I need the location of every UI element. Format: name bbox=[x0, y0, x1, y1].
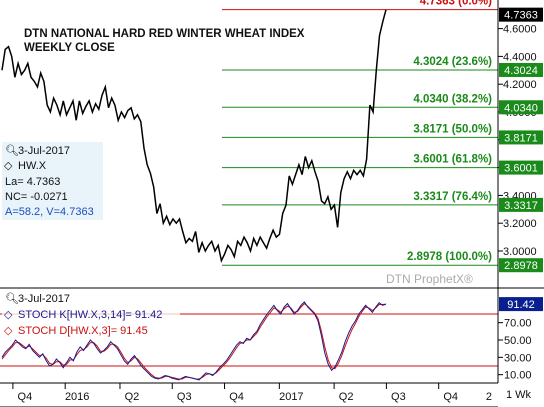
fib-tag-label: 4.0340 bbox=[504, 102, 538, 114]
stoch-tick-label: 30.00 bbox=[504, 352, 532, 364]
stochastic-panel: 🔍︎ 3-Jul-2017 ◇ STOCH K[HW.X,3,14]= 91.4… bbox=[0, 292, 498, 381]
chart-subtitle: WEEKLY CLOSE bbox=[24, 42, 115, 54]
fib-level-label: 4.3024 (23.6%) bbox=[413, 56, 492, 68]
fib-tag-bg bbox=[499, 258, 543, 273]
price-tick-label: 4.6000 bbox=[503, 24, 537, 36]
time-tick-label: Q2 bbox=[125, 391, 140, 403]
period-label: 1 Wk bbox=[506, 389, 532, 401]
fib-tag-label: 3.3317 bbox=[504, 200, 538, 212]
stoch-last-tag: 91.42 bbox=[499, 297, 543, 312]
diamond-icon: ◇ bbox=[4, 160, 13, 172]
info-net-change: NC= -0.0271 bbox=[5, 191, 68, 203]
info-extra: A=58.2, V=4.7363 bbox=[5, 206, 94, 218]
fib-tag-bg bbox=[499, 160, 543, 175]
price-last-tag: 4.7363 bbox=[499, 7, 543, 22]
time-tick-label: Q4 bbox=[443, 391, 458, 403]
stoch-d-diamond-icon: ◇ bbox=[4, 325, 13, 337]
fib-tag-label: 3.6001 bbox=[504, 163, 538, 175]
info-date: 3-Jul-2017 bbox=[18, 145, 70, 157]
price-tick-label: 4.4000 bbox=[503, 51, 537, 63]
stochastic-legend: 🔍︎ 3-Jul-2017 ◇ STOCH K[HW.X,3,14]= 91.4… bbox=[2, 292, 180, 339]
price-panel: 4.7363 (0.0%) 4.3024 (23.6%) 4.0340 (38.2%… bbox=[1, 0, 498, 286]
time-tick-label: 2016 bbox=[65, 391, 89, 403]
stoch-k-label: STOCH K[HW.X,3,14]= 91.42 bbox=[18, 309, 162, 321]
stoch-last-value: 91.42 bbox=[507, 299, 535, 311]
stochastic-axis: 70.00 50.00 30.00 10.00 91.42 bbox=[497, 288, 543, 383]
fib-tag-bg bbox=[499, 62, 543, 77]
fib-level-label: 4.0340 (38.2%) bbox=[413, 93, 492, 105]
price-tick-label: 4.2000 bbox=[503, 79, 537, 91]
price-axis: 4.60004.40004.20004.00003.80003.60003.40… bbox=[497, 0, 543, 288]
watermark: DTN ProphetX® bbox=[386, 272, 473, 286]
fib-tag-label: 3.8171 bbox=[504, 132, 538, 144]
fib-tag-bg bbox=[499, 100, 543, 115]
price-tick-label: 3.2000 bbox=[503, 218, 537, 230]
time-tick-label: Q2 bbox=[339, 391, 354, 403]
price-series-line bbox=[1, 9, 387, 264]
chart-title-block: DTN NATIONAL HARD RED WINTER WHEAT INDEX… bbox=[24, 28, 305, 54]
fibonacci-tags: 4.3024 4.0340 3.8171 3.6001 3.3317 2.8978 bbox=[499, 62, 543, 273]
time-axis-trailing-label: 2 bbox=[486, 391, 492, 403]
stoch-d-label: STOCH D[HW.X,3]= 91.45 bbox=[18, 325, 148, 337]
info-symbol: HW.X bbox=[18, 160, 47, 172]
time-tick-label: Q4 bbox=[18, 391, 33, 403]
price-tick-label: 3.0000 bbox=[503, 246, 537, 258]
fib-level-label: 4.7363 (0.0%) bbox=[420, 0, 492, 8]
chart-title: DTN NATIONAL HARD RED WINTER WHEAT INDEX bbox=[24, 28, 305, 40]
stoch-tick-label: 50.00 bbox=[504, 335, 532, 347]
fibonacci-levels: 4.7363 (0.0%) 4.3024 (23.6%) 4.0340 (38.2%… bbox=[222, 0, 498, 266]
stoch-k-line bbox=[1, 301, 387, 381]
time-axis-labels: Q4 2016 Q2 Q3 Q4 2017 Q2 Q3 Q4 bbox=[12, 383, 458, 403]
fib-level-label: 3.3317 (76.4%) bbox=[413, 191, 492, 203]
fib-tag-label: 2.8978 bbox=[504, 260, 538, 272]
fib-tag-bg bbox=[499, 197, 543, 212]
legend-search-icon: 🔍︎ bbox=[5, 292, 19, 305]
stoch-date: 3-Jul-2017 bbox=[18, 293, 70, 305]
fib-level-label: 3.6001 (61.8%) bbox=[413, 154, 492, 166]
fib-level-label: 2.8978 (100.0%) bbox=[407, 251, 492, 263]
time-tick-label: Q3 bbox=[391, 391, 406, 403]
info-last: La= 4.7363 bbox=[5, 176, 60, 188]
fib-tag-bg bbox=[499, 130, 543, 145]
stoch-tick-label: 10.00 bbox=[504, 370, 532, 382]
stochastic-axis-ticks: 70.00 50.00 30.00 10.00 bbox=[498, 318, 532, 382]
time-axis: Q4 2016 Q2 Q3 Q4 2017 Q2 Q3 Q4 2 1 Wk bbox=[0, 382, 532, 407]
time-tick-label: 2017 bbox=[279, 391, 303, 403]
stoch-k-diamond-icon: ◇ bbox=[4, 309, 13, 321]
stoch-tick-label: 70.00 bbox=[504, 318, 532, 330]
fib-level-label: 3.8171 (50.0%) bbox=[413, 123, 492, 135]
info-search-icon: 🔍︎ bbox=[5, 144, 19, 157]
price-last-value: 4.7363 bbox=[504, 10, 538, 22]
info-box: 🔍︎ 3-Jul-2017 ◇ HW.X La= 4.7363 NC= -0.0… bbox=[2, 142, 103, 220]
time-tick-label: Q4 bbox=[229, 391, 244, 403]
time-tick-label: Q3 bbox=[177, 391, 192, 403]
fib-tag-label: 4.3024 bbox=[504, 65, 538, 77]
